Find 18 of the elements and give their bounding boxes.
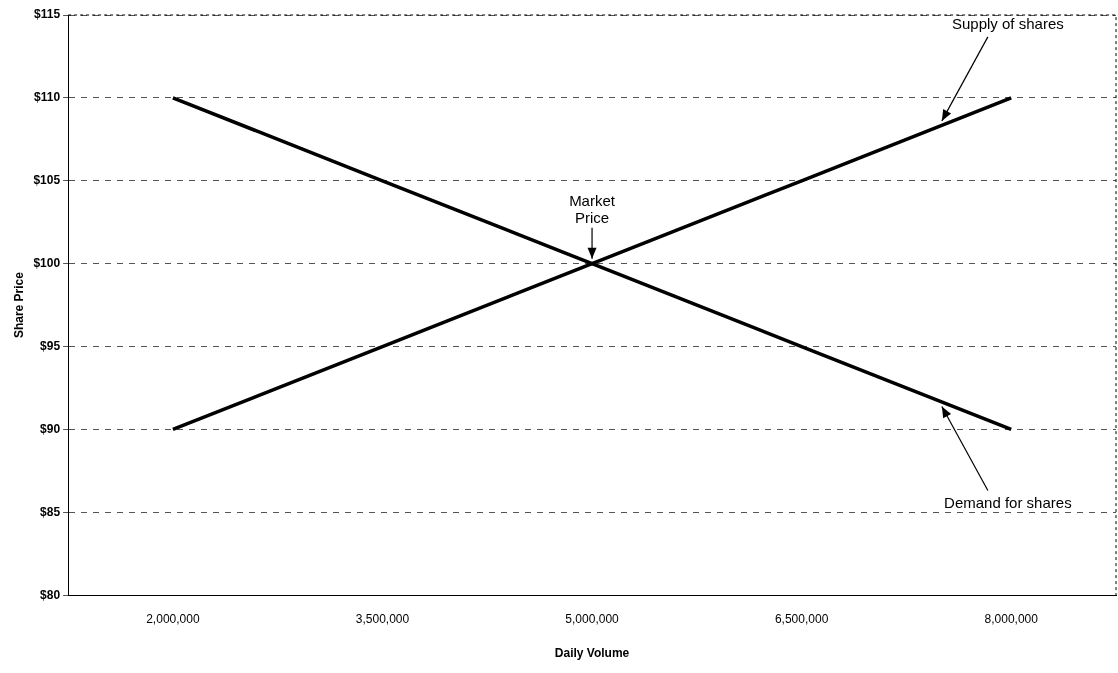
text: Supply of shares [951,14,1064,32]
y-tick-label: $115 [34,7,61,22]
y-tick-label: $105 [33,173,61,188]
annotation: Market Price [569,191,616,226]
x-tick-label: 3,500,000 [355,611,410,626]
y-axis-title: Share Price [11,271,26,339]
x-tick-label: 5,000,000 [565,611,620,626]
y-tick-label: $80 [40,587,61,602]
x-tick-label: 8,000,000 [984,611,1039,626]
x-tick-label: 2,000,000 [146,611,200,626]
x-tick-label: 6,500,000 [774,611,829,626]
y-tick-label: $90 [40,421,61,436]
y-tick-label: $100 [33,255,61,270]
x-axis-title: Daily Volume [554,646,630,661]
y-tick-label: $110 [34,90,61,105]
text: Demand for shares [944,494,1072,512]
y-tick-label: $85 [40,504,61,519]
y-tick-label: $95 [40,338,61,353]
